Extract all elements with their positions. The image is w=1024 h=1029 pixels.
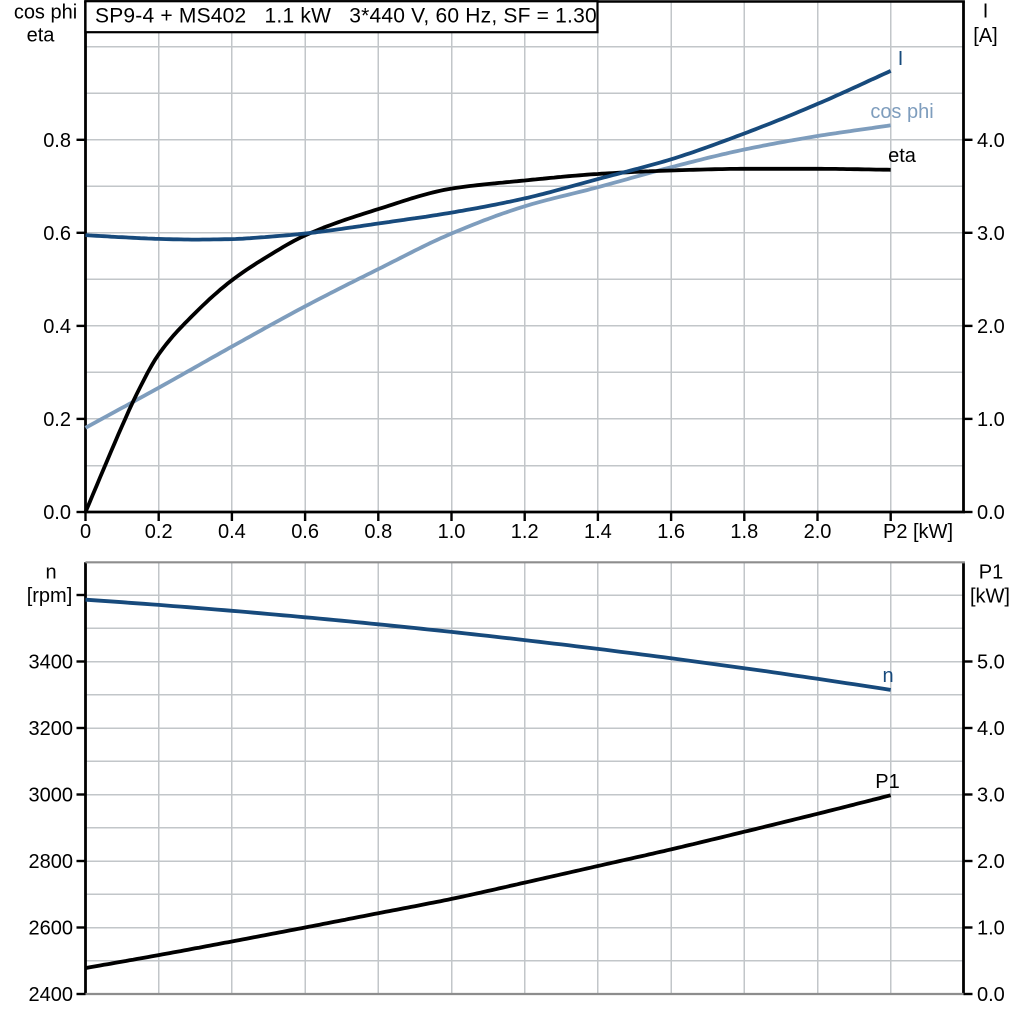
svg-text:I: I [898,48,904,70]
svg-text:n: n [882,665,893,687]
svg-text:3.0: 3.0 [977,223,1005,245]
svg-text:3.0: 3.0 [977,785,1005,807]
svg-text:1.6: 1.6 [657,521,685,543]
svg-text:3400: 3400 [29,652,74,674]
svg-text:eta: eta [888,145,917,167]
svg-text:P1: P1 [979,562,1003,584]
svg-text:eta: eta [27,25,56,47]
svg-text:2.0: 2.0 [977,851,1005,873]
svg-text:2.0: 2.0 [977,316,1005,338]
svg-text:2600: 2600 [29,918,74,940]
svg-text:4.0: 4.0 [977,718,1005,740]
svg-text:1.0: 1.0 [977,918,1005,940]
svg-text:0.4: 0.4 [218,521,246,543]
svg-text:0.2: 0.2 [43,409,71,431]
svg-text:0.0: 0.0 [43,502,71,524]
svg-text:cos phi: cos phi [870,101,933,123]
svg-text:5.0: 5.0 [977,652,1005,674]
svg-text:SP9-4 + MS402 1.1 kW 3*440: SP9-4 + MS402 1.1 kW 3*440 V, 60 Hz, SF … [95,5,597,28]
svg-text:0.6: 0.6 [291,521,319,543]
svg-text:[kW]: [kW] [970,586,1010,608]
svg-text:0: 0 [80,521,91,543]
svg-text:1.4: 1.4 [584,521,612,543]
svg-text:1.0: 1.0 [977,409,1005,431]
svg-text:cos phi: cos phi [14,2,77,24]
svg-text:0.0: 0.0 [977,984,1005,1006]
svg-text:2400: 2400 [29,984,74,1006]
svg-text:0.8: 0.8 [364,521,392,543]
svg-text:4.0: 4.0 [977,130,1005,152]
svg-text:[rpm]: [rpm] [27,585,73,607]
svg-text:3000: 3000 [29,785,74,807]
svg-text:2800: 2800 [29,851,74,873]
svg-text:P1: P1 [875,771,899,793]
svg-text:n: n [45,562,56,584]
svg-text:I: I [983,1,989,23]
svg-text:0.8: 0.8 [43,130,71,152]
svg-text:0.2: 0.2 [145,521,173,543]
svg-text:1.0: 1.0 [438,521,466,543]
svg-text:1.2: 1.2 [511,521,539,543]
svg-text:1.8: 1.8 [730,521,758,543]
svg-text:P2 [kW]: P2 [kW] [883,521,953,543]
svg-text:0.0: 0.0 [977,502,1005,524]
svg-text:0.4: 0.4 [43,316,71,338]
svg-text:2.0: 2.0 [804,521,832,543]
svg-text:[A]: [A] [973,25,997,47]
svg-text:0.6: 0.6 [43,223,71,245]
svg-text:3200: 3200 [29,718,74,740]
